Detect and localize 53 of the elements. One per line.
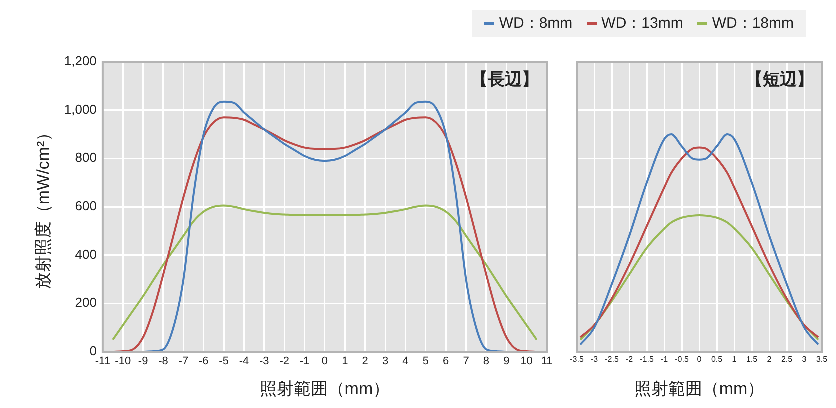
y-tick-label: 800 — [75, 150, 97, 166]
x-tick-label: 1 — [342, 356, 348, 368]
x-tick-label: -1 — [300, 356, 310, 368]
x-tick-label: -1.5 — [640, 355, 654, 364]
x-tick-label: -2 — [626, 355, 634, 364]
x-tick-label: -4 — [239, 356, 250, 368]
x-tick-label: -9 — [138, 356, 148, 368]
x-tick-label: -0.5 — [675, 355, 690, 364]
x-tick-label: -8 — [158, 356, 168, 368]
line-series — [112, 204, 538, 341]
y-axis-title: 放射照度（mW/cm²） — [34, 124, 53, 290]
x-tick-label: -2 — [280, 356, 290, 368]
y-tick-label: 1,200 — [64, 54, 97, 69]
x-tick-label: -5 — [219, 356, 229, 368]
y-tick-label: 600 — [75, 198, 97, 214]
x-tick-label: -3 — [260, 356, 270, 368]
x-tick-label: 7 — [463, 356, 470, 368]
y-tick-label: 1,000 — [64, 102, 97, 117]
y-tick-label: 400 — [75, 246, 97, 262]
x-tick-label: 0 — [322, 356, 328, 368]
x-tick-label: 0.5 — [711, 355, 724, 364]
x-tick-label: 3 — [382, 356, 389, 368]
x-tick-label: -1 — [660, 355, 669, 364]
x-tick-label: 2.5 — [781, 355, 794, 364]
x-tick-label: -6 — [198, 356, 209, 368]
x-tick-label: 0 — [697, 355, 702, 364]
y-tick-label: 200 — [75, 295, 97, 310]
x-tick-label: 11 — [541, 356, 553, 368]
x-tick-label: 1.5 — [746, 355, 758, 364]
x-tick-label: -11 — [95, 356, 110, 368]
x-tick-label: 2 — [767, 355, 772, 364]
x-tick-label: 9 — [504, 356, 510, 368]
legend-label: WD：8mm — [499, 14, 573, 33]
x-tick-label: 1 — [732, 355, 738, 364]
x-axis-title: 照射範囲（mm） — [634, 379, 765, 398]
x-tick-label: 6 — [443, 356, 450, 368]
x-tick-label: 5 — [422, 356, 429, 368]
x-tick-label: -10 — [115, 356, 132, 368]
legend-label: WD：13mm — [602, 14, 684, 33]
x-tick-label: -7 — [178, 356, 189, 368]
x-tick-label: 3.5 — [816, 355, 828, 364]
annotation: 【長辺】 — [471, 70, 539, 90]
x-tick-label: 3 — [802, 355, 808, 364]
x-tick-label: -3.5 — [570, 355, 584, 364]
annotation: 【短辺】 — [746, 70, 814, 90]
x-tick-label: 8 — [483, 356, 490, 368]
x-tick-label: 10 — [520, 356, 533, 368]
legend-label: WD：18mm — [712, 14, 794, 33]
x-tick-label: -3 — [590, 355, 599, 364]
x-tick-label: 4 — [402, 356, 409, 368]
x-axis-title: 照射範囲（mm） — [260, 379, 390, 398]
x-tick-label: 2 — [362, 356, 368, 368]
x-tick-label: -2.5 — [605, 355, 620, 364]
